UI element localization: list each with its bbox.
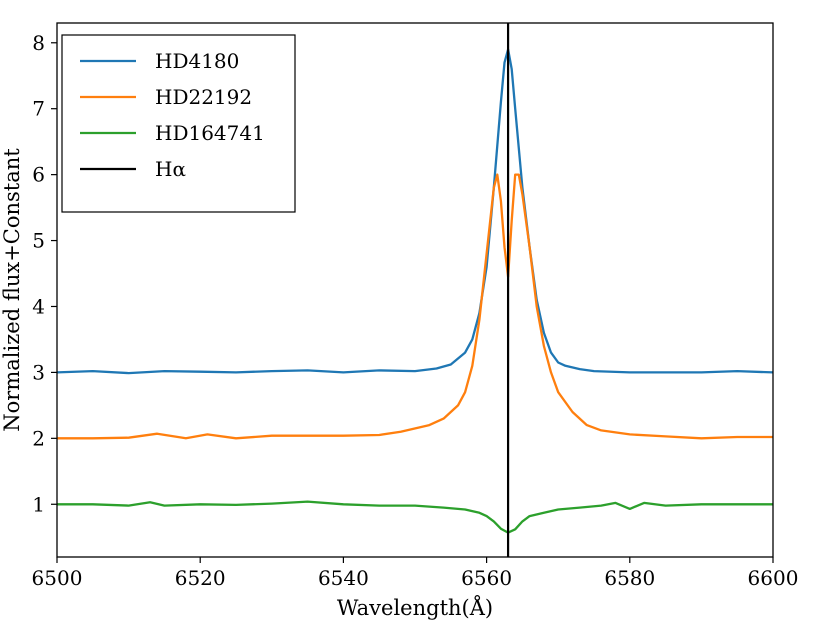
y-tick-label: 6: [32, 163, 45, 187]
legend-label: HD164741: [155, 121, 265, 145]
legend-box: [61, 34, 296, 213]
plot-frame: [56, 22, 774, 558]
x-tick-label: 6600: [748, 566, 799, 590]
series-line-HD164741: [57, 500, 773, 534]
y-axis-label: Normalized flux+Constant: [0, 148, 24, 432]
y-tick-label: 4: [32, 294, 45, 318]
x-tick-label: 6560: [461, 566, 512, 590]
x-tick-label: 6500: [32, 566, 83, 590]
y-tick-label: 8: [32, 31, 45, 55]
y-tick-label: 3: [32, 360, 45, 384]
y-tick-label: 1: [32, 492, 45, 516]
x-tick-label: 6520: [175, 566, 226, 590]
y-tick-label: 2: [32, 426, 45, 450]
x-tick-label: 6580: [604, 566, 655, 590]
x-axis-label: Wavelength(Å): [337, 595, 493, 620]
y-tick-label: 5: [32, 229, 45, 253]
y-tick-label: 7: [32, 97, 45, 121]
x-tick-label: 6540: [318, 566, 369, 590]
legend-label: Hα: [155, 157, 186, 181]
legend: HD4180 HD22192 HD164741 Hα: [61, 34, 296, 213]
series-line-HD4180: [56, 48, 774, 375]
legend-label: HD4180: [155, 49, 239, 73]
series-line-HD22192: [57, 173, 773, 440]
legend-label: HD22192: [155, 85, 252, 109]
